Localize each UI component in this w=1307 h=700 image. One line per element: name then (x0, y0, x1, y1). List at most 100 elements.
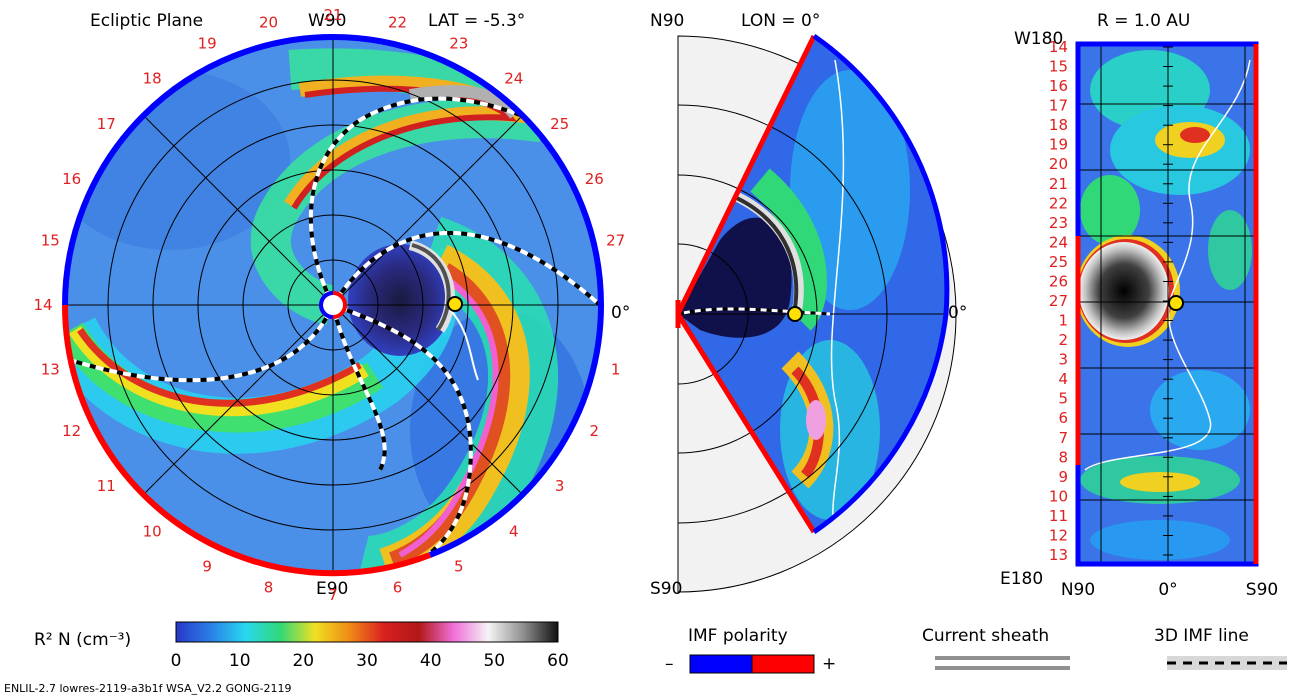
colorbar-tick: 10 (229, 651, 251, 671)
radial-row-label: 14 (1049, 38, 1068, 56)
radial-row-label: 26 (1049, 273, 1068, 291)
rim-label: 25 (550, 115, 569, 133)
rim-label: 10 (143, 523, 162, 541)
rim-label: 27 (606, 232, 625, 250)
radial-row-label: 8 (1058, 448, 1068, 466)
imf-plus-sign: + (822, 654, 836, 674)
meridional-lon-text: LON = 0° (741, 11, 820, 31)
colorbar-tick: 40 (420, 651, 442, 671)
colorbar-label: R² N (cm⁻³) (34, 630, 131, 650)
radial-top-label: W180 (1014, 29, 1063, 49)
radial-earth-marker (1168, 295, 1184, 311)
radial-row-label: 23 (1049, 214, 1068, 232)
meridional-bottom-label: S90 (650, 579, 682, 599)
current-sheath-swatch (935, 656, 1070, 660)
colorbar-tick: 20 (292, 651, 314, 671)
radial-row-label: 12 (1049, 527, 1068, 545)
radial-row-label: 13 (1049, 546, 1068, 564)
rim-label: 18 (143, 69, 162, 87)
radial-row-label: 9 (1058, 468, 1068, 486)
radial-row-label: 2 (1058, 331, 1068, 349)
current-sheath-label: Current sheath (922, 626, 1049, 646)
radial-title: R = 1.0 AU (1097, 11, 1190, 31)
rim-label: 21 (323, 6, 342, 24)
rim-label: 9 (202, 557, 212, 575)
colorbar-tick: 0 (171, 651, 182, 671)
ecliptic-right-label: 0° (611, 303, 630, 323)
radial-row-label: 21 (1049, 175, 1068, 193)
rim-label: 17 (97, 115, 116, 133)
radial-x-tick: N90 (1061, 580, 1095, 600)
meridional-panel: N90 LON = 0° S90 0° (650, 11, 967, 599)
radial-row-label: 24 (1049, 233, 1068, 251)
rim-label: 7 (328, 586, 338, 604)
imf-positive-swatch (751, 654, 815, 674)
radial-row-label: 16 (1049, 77, 1068, 95)
radial-x-tick: S90 (1246, 580, 1278, 600)
radial-row-label: 7 (1058, 429, 1068, 447)
rim-label: 13 (41, 361, 60, 379)
rim-label: 22 (388, 13, 407, 31)
meridional-earth-marker (787, 306, 803, 322)
radial-row-label: 22 (1049, 194, 1068, 212)
rim-label: 8 (264, 579, 274, 597)
rim-label: 3 (555, 477, 565, 495)
rim-label: 20 (259, 13, 278, 31)
meridional-top-label: N90 (650, 11, 684, 31)
radial-panel: R = 1.0 AU W180 E180 1415161718192021222… (1000, 11, 1278, 600)
rim-label: 1 (611, 361, 621, 379)
rim-label: 11 (97, 477, 116, 495)
radial-row-label: 17 (1049, 97, 1068, 115)
rim-label: 2 (590, 422, 600, 440)
radial-row-label: 19 (1049, 136, 1068, 154)
colorbar-tick: 50 (483, 651, 505, 671)
ecliptic-top-label: W90 (308, 11, 346, 31)
imf-polarity-label: IMF polarity (688, 626, 788, 646)
radial-row-label: 27 (1049, 292, 1068, 310)
ecliptic-lat-text: LAT = -5.3° (428, 11, 525, 31)
rim-label: 26 (585, 170, 604, 188)
colorbar: R² N (cm⁻³) 0 10 20 30 40 50 60 (34, 621, 569, 671)
radial-row-label: 25 (1049, 253, 1068, 271)
rim-label: 5 (454, 557, 464, 575)
radial-row-label: 1 (1058, 312, 1068, 330)
ecliptic-title: Ecliptic Plane (90, 11, 203, 31)
legend: IMF polarity – + Current sheath 3D IMF l… (665, 626, 1287, 674)
radial-row-label: 11 (1049, 507, 1068, 525)
radial-row-label: 10 (1049, 487, 1068, 505)
rim-label: 14 (33, 296, 52, 314)
colorbar-tick: 60 (547, 651, 569, 671)
imf-negative-swatch (689, 654, 753, 674)
radial-row-label: 6 (1058, 409, 1068, 427)
rim-label: 19 (198, 35, 217, 53)
ecliptic-plane-panel: Ecliptic Plane W90 LAT = -5.3° E90 0° 12… (33, 6, 630, 604)
rim-label: 4 (509, 523, 519, 541)
rim-label: 12 (62, 422, 81, 440)
radial-x-tick: 0° (1158, 580, 1177, 600)
radial-row-label: 15 (1049, 58, 1068, 76)
imf-minus-sign: – (665, 654, 674, 674)
radial-row-label: 18 (1049, 116, 1068, 134)
meridional-right-label: 0° (948, 303, 967, 323)
imf-line-swatch (1167, 656, 1287, 670)
colorbar-tick: 30 (356, 651, 378, 671)
rim-label: 16 (62, 170, 81, 188)
radial-row-label: 5 (1058, 390, 1068, 408)
radial-row-label: 3 (1058, 351, 1068, 369)
rim-label: 15 (41, 232, 60, 250)
earth-marker (447, 296, 463, 312)
imf-line-label: 3D IMF line (1154, 626, 1249, 646)
footer-text: ENLIL-2.7 lowres-2119-a3b1f WSA_V2.2 GON… (4, 682, 292, 695)
colorbar-gradient (175, 621, 559, 643)
radial-bottom-label: E180 (1000, 569, 1043, 589)
rim-label: 24 (504, 69, 523, 87)
radial-x-ticks: N90 0° S90 (1061, 580, 1278, 600)
ecliptic-bottom-label: E90 (316, 579, 348, 599)
radial-row-label: 20 (1049, 155, 1068, 173)
rim-label: 23 (449, 35, 468, 53)
rim-label: 6 (393, 579, 403, 597)
radial-row-labels: 1415161718192021222324252627123456789101… (1049, 38, 1068, 564)
ecliptic-rim-positive (62, 304, 432, 577)
ecliptic-rim-negative (332, 34, 605, 558)
